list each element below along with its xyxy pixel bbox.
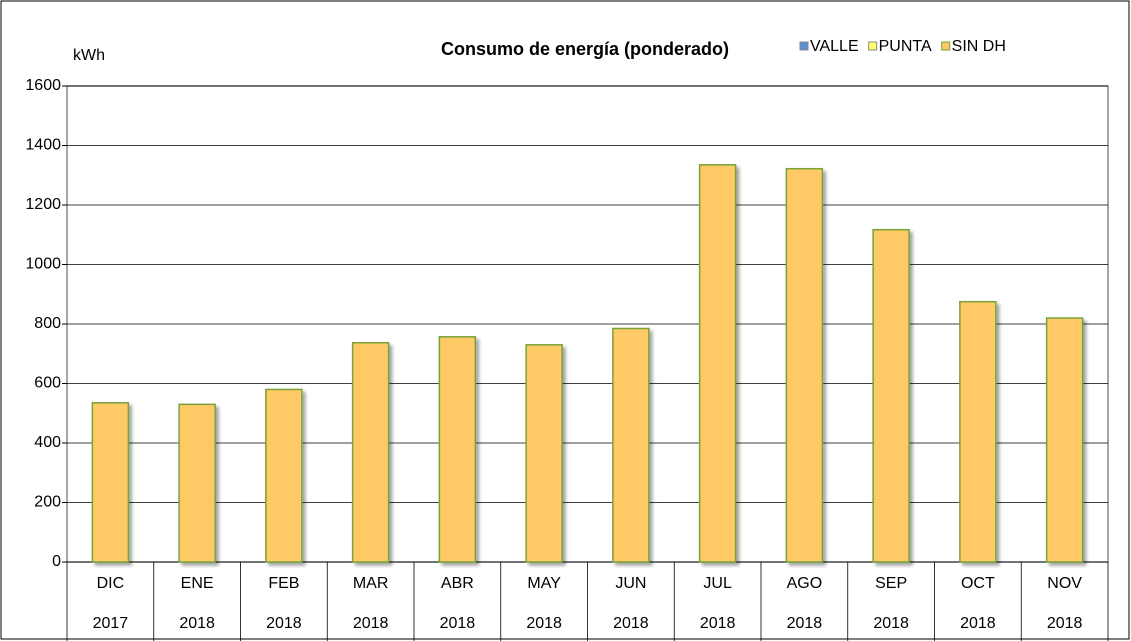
bar — [525, 344, 563, 563]
legend-swatch — [941, 41, 951, 51]
y-axis-label: kWh — [73, 47, 105, 64]
bar — [612, 327, 650, 563]
x-tick-label-year: 2018 — [353, 615, 389, 632]
legend-swatch — [868, 41, 878, 51]
bar — [178, 403, 216, 563]
x-tick-label-year: 2018 — [440, 615, 476, 632]
bar — [872, 228, 910, 563]
y-tick-label: 1000 — [25, 256, 61, 273]
legend-label: PUNTA — [879, 38, 932, 55]
x-tick-label: JUN — [615, 575, 646, 592]
x-tick-label-year: 2018 — [1047, 615, 1083, 632]
bar — [785, 167, 824, 563]
bar — [265, 388, 303, 563]
x-tick-label: OCT — [961, 575, 995, 592]
x-tick-label: AGO — [787, 575, 823, 592]
bar — [959, 300, 997, 563]
legend-label: VALLE — [810, 38, 859, 55]
x-tick-label: MAY — [527, 575, 561, 592]
x-tick-label-year: 2018 — [787, 615, 823, 632]
x-tick-label: DIC — [97, 575, 125, 592]
x-tick-label-year: 2018 — [613, 615, 649, 632]
y-tick-label: 800 — [34, 315, 61, 332]
x-tick-label-year: 2018 — [873, 615, 909, 632]
x-tick-label-year: 2018 — [526, 615, 562, 632]
legend-label: SIN DH — [952, 38, 1006, 55]
x-tick-label-year: 2018 — [179, 615, 215, 632]
y-tick-label: 0 — [52, 553, 61, 570]
x-tick-label-year: 2017 — [93, 615, 129, 632]
x-tick-label: SEP — [875, 575, 907, 592]
y-tick-label: 1600 — [25, 77, 61, 94]
x-tick-label: JUL — [703, 575, 732, 592]
y-tick-label: 1400 — [25, 137, 61, 154]
bar — [1045, 317, 1084, 563]
x-tick-label: ENE — [181, 575, 214, 592]
x-tick-label-year: 2018 — [700, 615, 736, 632]
x-tick-label: ABR — [441, 575, 474, 592]
bar — [438, 336, 477, 563]
bar — [351, 341, 390, 563]
y-tick-label: 1200 — [25, 196, 61, 213]
chart-title: Consumo de energía (ponderado) — [441, 39, 729, 59]
x-tick-label: FEB — [268, 575, 299, 592]
bar — [91, 402, 130, 563]
x-tick-label: NOV — [1047, 575, 1082, 592]
y-tick-label: 600 — [34, 375, 61, 392]
x-tick-label-year: 2018 — [960, 615, 996, 632]
y-tick-label: 200 — [34, 494, 61, 511]
x-tick-label: MAR — [353, 575, 389, 592]
y-tick-label: 400 — [34, 434, 61, 451]
x-tick-label-year: 2018 — [266, 615, 302, 632]
bar — [698, 164, 737, 563]
legend-swatch — [799, 41, 809, 51]
